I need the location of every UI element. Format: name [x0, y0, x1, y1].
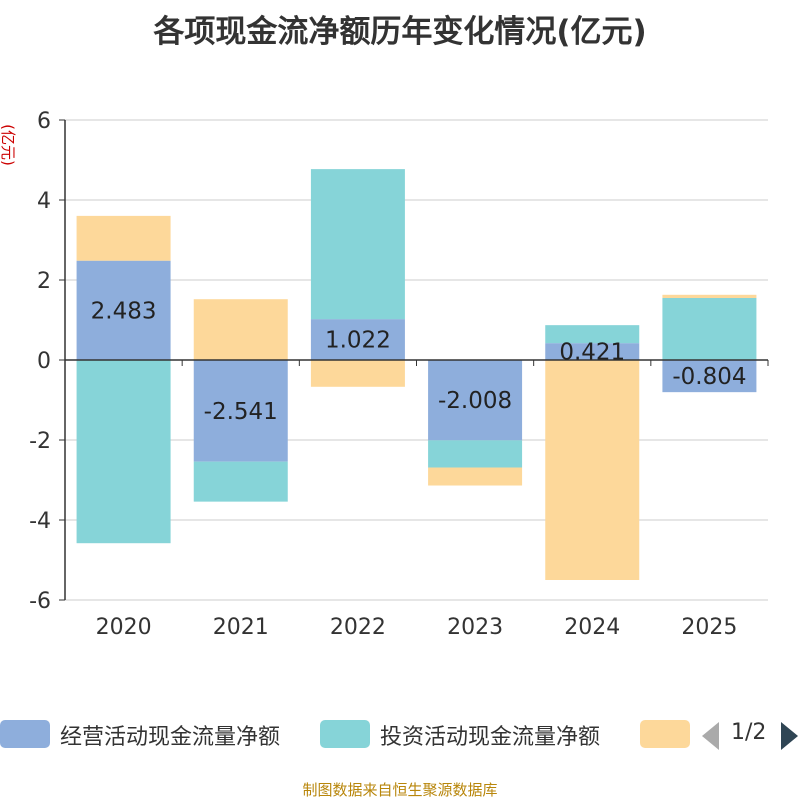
x-tick-label: 2024 [564, 615, 620, 640]
y-tick-label: -2 [29, 429, 51, 454]
bar-series1-2025 [662, 298, 757, 360]
bar-series1-2020 [76, 360, 171, 544]
bar-series1-2021 [193, 461, 288, 502]
x-tick-label: 2021 [213, 615, 269, 640]
legend-prev-page-icon[interactable] [702, 722, 719, 750]
data-label: -2.541 [204, 399, 278, 425]
bar-series0-2025 [662, 360, 757, 393]
bar-series2-2024 [545, 360, 640, 580]
data-label: -0.804 [672, 364, 746, 390]
chart-title: 各项现金流净额历年变化情况(亿元) [153, 14, 647, 50]
legend-swatch-operating [0, 720, 50, 748]
y-axis-title: (亿元) [0, 124, 17, 166]
data-label: 1.022 [325, 328, 391, 354]
x-tick-label: 2020 [96, 615, 152, 640]
y-tick-label: 0 [37, 349, 51, 374]
bar-series2-2025 [662, 294, 757, 298]
bar-series0-2022 [310, 319, 405, 360]
y-tick-label: 4 [37, 189, 51, 214]
legend-swatch-investing [320, 720, 370, 748]
bar-series0-2020 [76, 260, 171, 360]
data-label: -2.008 [438, 388, 512, 414]
legend-label-operating: 经营活动现金流量净额 [60, 725, 281, 750]
bar-series2-2023 [428, 467, 523, 486]
bar-series1-2022 [310, 169, 405, 320]
bar-series2-2022 [310, 360, 405, 387]
bar-series2-2020 [76, 215, 171, 261]
legend-page-indicator: 1/2 [731, 720, 767, 745]
bar-series0-2021 [193, 360, 288, 462]
x-tick-label: 2025 [681, 615, 737, 640]
source-footer: 制图数据来自恒生聚源数据库 [302, 781, 498, 799]
legend-swatch-financing [640, 720, 690, 748]
data-label: 2.483 [91, 298, 157, 324]
data-label: 0.421 [559, 340, 625, 366]
x-tick-label: 2022 [330, 615, 386, 640]
x-tick-label: 2023 [447, 615, 503, 640]
y-tick-label: 2 [37, 269, 51, 294]
y-tick-label: -6 [29, 589, 51, 614]
y-tick-label: 6 [37, 109, 51, 134]
bar-series2-2021 [193, 299, 288, 360]
bar-series1-2024 [545, 325, 640, 344]
bar-series1-2023 [428, 440, 523, 468]
y-tick-label: -4 [29, 509, 51, 534]
bar-series0-2024 [545, 343, 640, 360]
legend-label-investing: 投资活动现金流量净额 [380, 725, 601, 750]
legend: 经营活动现金流量净额 投资活动现金流量净额 1/2 [0, 716, 800, 752]
bar-series0-2023 [428, 360, 523, 441]
cashflow-bar-chart: 6 4 2 0 -2 -4 -6 (亿元) 2020 2021 2022 2023 2024 2025 2.… [0, 109, 769, 640]
legend-next-page-icon[interactable] [781, 722, 798, 750]
